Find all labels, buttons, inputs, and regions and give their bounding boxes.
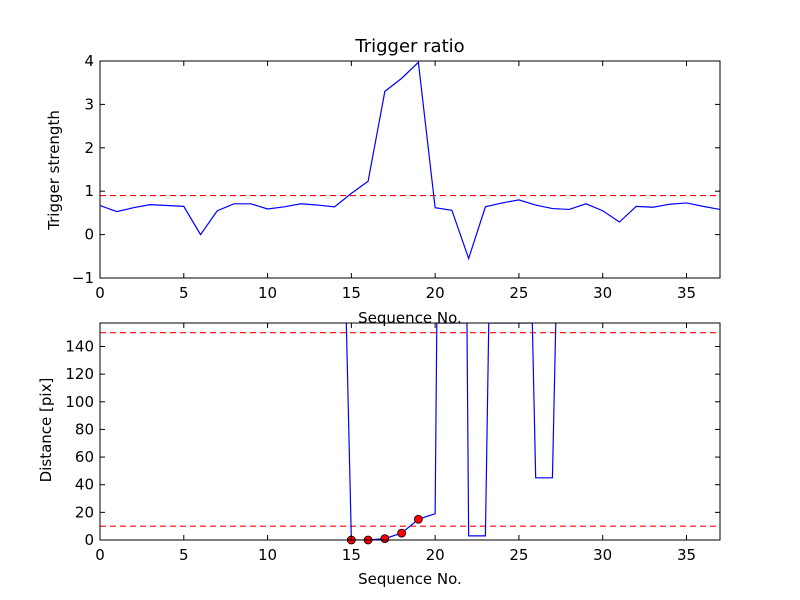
- x-tick-label: 20: [426, 546, 445, 564]
- x-tick-label: 5: [179, 284, 189, 302]
- x-tick-label: 35: [677, 284, 696, 302]
- x-tick-label: 10: [258, 284, 277, 302]
- y-axis-label: Trigger strength: [45, 110, 63, 231]
- x-tick-label: 0: [95, 546, 105, 564]
- y-tick-label: −1: [72, 269, 94, 287]
- x-tick-label: 5: [179, 546, 189, 564]
- y-tick-label: 3: [84, 95, 94, 113]
- x-tick-label: 20: [426, 284, 445, 302]
- x-tick-label: 25: [509, 546, 528, 564]
- y-tick-label: 0: [84, 531, 94, 549]
- y-tick-label: 4: [84, 52, 94, 70]
- x-axis-label: Sequence No.: [358, 309, 462, 327]
- distance-panel: 0 5 10 15 20 25 30 35 0 20 40 60 80 100 120 140 Distanc…: [37, 322, 721, 588]
- x-tick-label: 30: [593, 546, 612, 564]
- data-point: [380, 534, 390, 544]
- y-tick-label: 0: [84, 226, 94, 244]
- y-tick-label: 1: [84, 182, 94, 200]
- y-tick-label: 100: [65, 393, 94, 411]
- plot-area: [100, 61, 720, 261]
- y-tick-label: 60: [75, 448, 94, 466]
- axes-frame: [99, 322, 721, 541]
- y-tick-label: 120: [65, 365, 94, 383]
- x-axis-label: Sequence No.: [358, 570, 462, 588]
- x-tick-label: 15: [342, 284, 361, 302]
- x-tick-label: 30: [593, 284, 612, 302]
- y-tick-label: 20: [75, 503, 94, 521]
- series-line: [345, 323, 557, 540]
- y-axis-label: Distance [pix]: [37, 378, 55, 483]
- y-tick-label: 140: [65, 337, 94, 355]
- axes-frame: [99, 60, 721, 279]
- x-tick-label: 10: [258, 546, 277, 564]
- x-tick-label: 25: [509, 284, 528, 302]
- series-line: [100, 61, 720, 261]
- x-tick-label: 0: [95, 284, 105, 302]
- y-tick-label: 2: [84, 139, 94, 157]
- plot-area: [100, 323, 720, 540]
- chart-title: Trigger ratio: [354, 36, 464, 57]
- data-point: [397, 528, 407, 538]
- x-tick-label: 35: [677, 546, 696, 564]
- data-point: [413, 514, 423, 524]
- y-tick-label: 80: [75, 420, 94, 438]
- y-tick-label: 40: [75, 476, 94, 494]
- x-tick-label: 15: [342, 546, 361, 564]
